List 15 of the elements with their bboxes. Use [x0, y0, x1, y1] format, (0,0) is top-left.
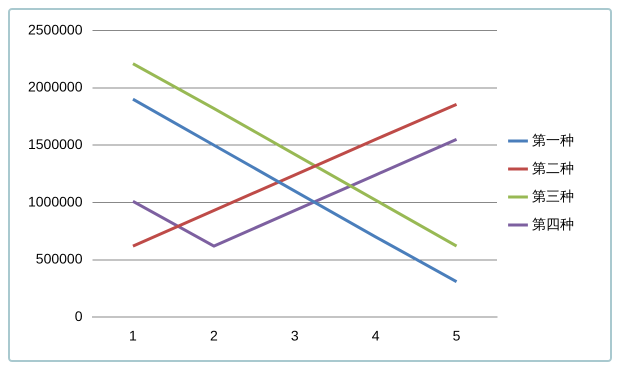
- legend-label: 第一种: [532, 132, 574, 148]
- x-tick-label: 5: [452, 327, 461, 344]
- y-tick-label: 1000000: [28, 193, 83, 210]
- legend-label: 第四种: [532, 216, 574, 232]
- x-tick-label: 3: [290, 327, 299, 344]
- y-tick-label: 1500000: [28, 136, 83, 152]
- legend-label: 第三种: [532, 188, 574, 204]
- y-tick-label: 500000: [36, 250, 83, 267]
- y-tick-label: 2500000: [28, 21, 83, 38]
- x-tick-label: 1: [129, 327, 138, 344]
- x-tick-label: 4: [372, 327, 380, 344]
- y-tick-label: 0: [74, 308, 83, 324]
- y-tick-label: 2000000: [28, 78, 83, 95]
- x-tick-label: 2: [210, 327, 218, 344]
- legend-label: 第二种: [532, 160, 574, 176]
